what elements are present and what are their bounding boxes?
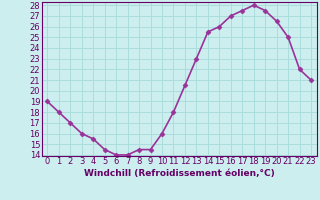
X-axis label: Windchill (Refroidissement éolien,°C): Windchill (Refroidissement éolien,°C) (84, 169, 275, 178)
